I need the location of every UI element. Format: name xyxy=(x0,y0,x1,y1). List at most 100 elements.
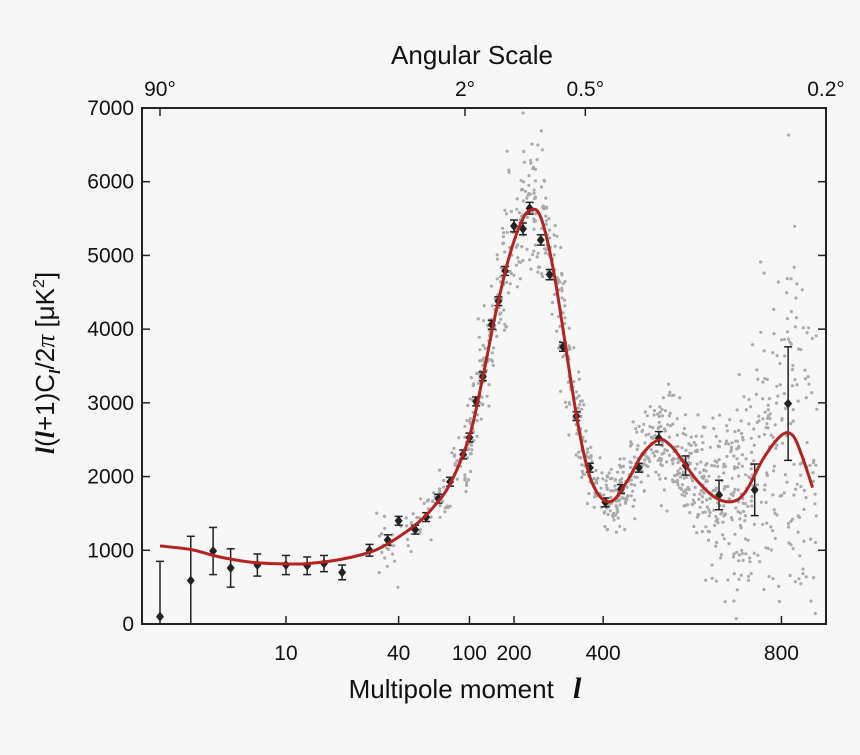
scatter-point xyxy=(682,504,686,508)
scatter-point xyxy=(580,475,584,479)
scatter-point xyxy=(463,435,467,439)
scatter-point xyxy=(605,486,609,490)
top-tick-label: 0.5° xyxy=(567,78,605,101)
scatter-point xyxy=(567,345,571,349)
scatter-point xyxy=(491,363,495,367)
scatter-point xyxy=(577,377,581,381)
scatter-point xyxy=(725,454,729,459)
scatter-point xyxy=(651,436,655,440)
scatter-point xyxy=(499,317,503,321)
scatter-point xyxy=(482,356,486,360)
scatter-point xyxy=(658,456,662,460)
scatter-point xyxy=(452,446,456,450)
scatter-point xyxy=(689,435,693,439)
scatter-point xyxy=(450,451,454,455)
x-axis-label-symbol: l xyxy=(573,672,582,705)
scatter-point xyxy=(642,489,647,493)
scatter-point xyxy=(661,440,665,444)
scatter-point xyxy=(796,399,800,403)
x-tick-label: 800 xyxy=(764,642,799,665)
scatter-point xyxy=(522,149,526,154)
scatter-point xyxy=(629,440,633,444)
scatter-point xyxy=(746,538,750,542)
scatter-point xyxy=(532,217,536,221)
scatter-point xyxy=(740,552,744,556)
scatter-point xyxy=(763,377,767,381)
scatter-point xyxy=(476,317,480,321)
scatter-point xyxy=(765,521,769,525)
scatter-point xyxy=(735,447,739,451)
scatter-point xyxy=(767,574,771,579)
scatter-point xyxy=(800,288,804,292)
scatter-point xyxy=(799,582,803,586)
scatter-point xyxy=(647,432,651,436)
scatter-point xyxy=(757,414,761,418)
scatter-point xyxy=(463,476,467,480)
scatter-point xyxy=(609,467,613,471)
scatter-point xyxy=(747,397,751,402)
scatter-point xyxy=(406,537,410,542)
scatter-point xyxy=(748,556,752,560)
scatter-point xyxy=(505,280,509,284)
scatter-point xyxy=(750,450,754,454)
scatter-point xyxy=(751,343,755,347)
scatter-point xyxy=(813,540,818,545)
scatter-point xyxy=(383,514,387,519)
data-point-marker xyxy=(394,515,403,526)
scatter-point xyxy=(629,478,634,482)
scatter-point xyxy=(738,524,743,528)
scatter-point xyxy=(737,462,741,466)
scatter-point xyxy=(596,476,600,480)
scatter-point xyxy=(502,308,506,312)
scatter-point xyxy=(568,402,572,406)
scatter-point xyxy=(774,446,778,450)
scatter-point xyxy=(794,296,798,300)
scatter-point xyxy=(538,265,542,269)
scatter-point xyxy=(783,354,787,358)
scatter-point xyxy=(594,480,598,485)
scatter-point xyxy=(506,291,511,295)
scatter-point xyxy=(608,509,612,513)
scatter-point xyxy=(747,422,751,426)
scatter-point xyxy=(646,474,650,478)
scatter-point xyxy=(567,326,571,330)
scatter-point xyxy=(504,325,508,329)
scatter-point xyxy=(810,336,815,341)
scatter-point xyxy=(752,522,757,527)
scatter-point xyxy=(672,457,676,461)
scatter-point xyxy=(623,528,627,532)
scatter-point xyxy=(801,572,805,576)
scatter-point xyxy=(725,429,730,433)
scatter-point xyxy=(635,447,639,451)
scatter-point xyxy=(740,464,745,468)
scatter-point xyxy=(550,300,555,305)
scatter-point xyxy=(658,477,662,481)
scatter-point xyxy=(440,499,445,503)
scatter-point xyxy=(614,504,618,508)
scatter-point xyxy=(765,471,769,475)
scatter-point xyxy=(792,462,796,466)
scatter-point xyxy=(602,511,606,515)
scatter-point xyxy=(768,412,772,416)
scatter-point xyxy=(563,304,567,308)
scatter-point xyxy=(457,436,461,440)
scatter-point xyxy=(618,498,622,502)
scatter-point xyxy=(723,512,728,516)
scatter-point xyxy=(780,493,784,497)
scatter-point xyxy=(737,474,741,478)
scatter-point xyxy=(684,488,688,492)
scatter-point xyxy=(392,559,397,563)
data-point-marker xyxy=(338,567,347,578)
scatter-point xyxy=(719,556,723,560)
scatter-point xyxy=(626,494,630,498)
scatter-point xyxy=(431,499,435,504)
scatter-point xyxy=(654,470,658,474)
scatter-point xyxy=(791,408,795,412)
scatter-point xyxy=(722,504,726,508)
scatter-point xyxy=(667,435,672,439)
scatter-point xyxy=(683,413,688,417)
scatter-point xyxy=(375,511,379,515)
scatter-point xyxy=(621,496,625,500)
scatter-point xyxy=(752,551,756,555)
scatter-point xyxy=(772,307,776,311)
